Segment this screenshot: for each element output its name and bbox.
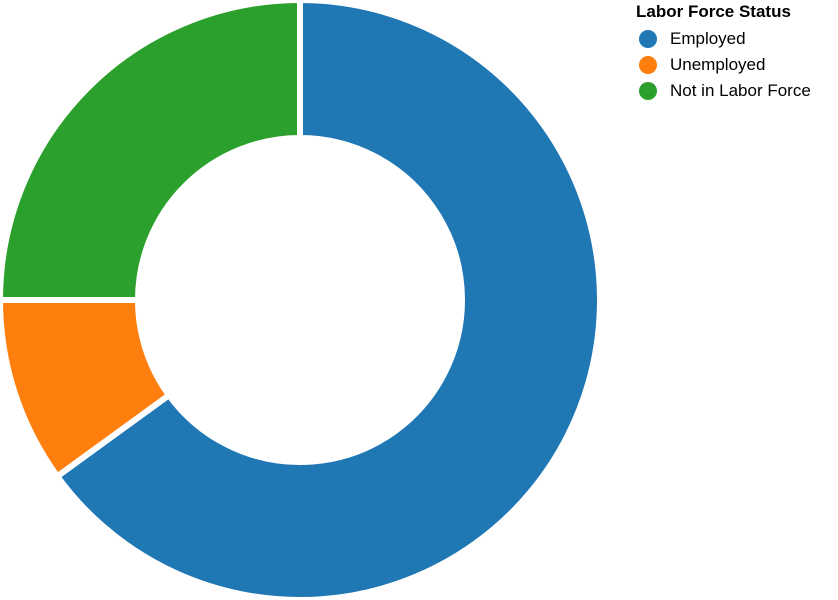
legend-label-not-in-labor-force: Not in Labor Force	[670, 81, 811, 100]
legend-swatch-not-in-labor-force	[639, 82, 657, 100]
slice-employed	[54, 0, 603, 600]
legend-label-employed: Employed	[670, 29, 746, 48]
legend-item-unemployed: Unemployed	[636, 52, 811, 78]
legend-swatch-unemployed	[639, 56, 657, 74]
donut-slices	[0, 0, 600, 600]
legend: Labor Force Status Employed Unemployed N…	[636, 2, 811, 104]
legend-title: Labor Force Status	[636, 2, 791, 21]
slice-not-in-labor-force	[0, 0, 303, 303]
legend-item-employed: Employed	[636, 26, 811, 52]
legend-item-not-in-labor-force: Not in Labor Force	[636, 78, 811, 104]
legend-label-unemployed: Unemployed	[670, 55, 766, 74]
legend-swatch-employed	[639, 30, 657, 48]
